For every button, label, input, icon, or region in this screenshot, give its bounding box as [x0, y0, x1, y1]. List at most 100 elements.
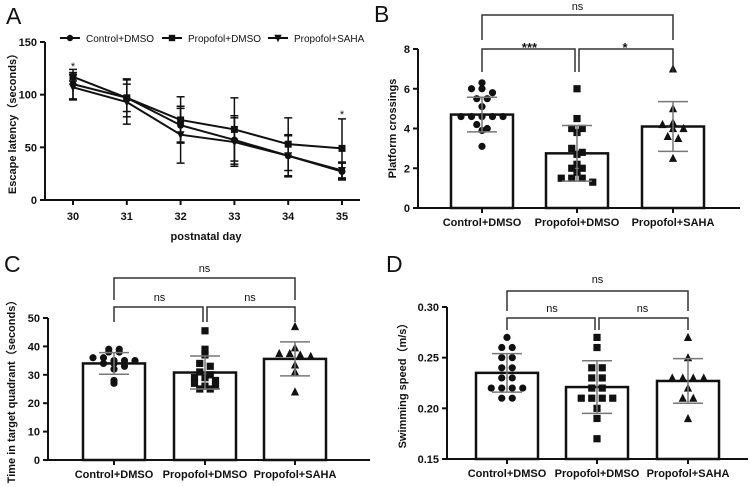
- data-point: [284, 152, 293, 161]
- data-point: [508, 343, 516, 352]
- panel-d: D 0.15 0.20 0.25 0.30 Swimming speed（m/s） Cont…: [386, 251, 748, 480]
- x-tick-label: Propofol+SAHA: [647, 468, 730, 480]
- data-point: [508, 354, 516, 362]
- data-point: [588, 384, 596, 392]
- bracket-line: [578, 48, 674, 72]
- data-point: [503, 333, 511, 341]
- data-point: [573, 85, 581, 93]
- x-tick-label: Propofol+DMSO: [555, 468, 640, 480]
- data-point: [499, 112, 507, 121]
- y-tick-label: 4: [404, 124, 411, 136]
- data-point: [668, 373, 677, 382]
- significance-label: ns: [199, 263, 211, 275]
- y-axis-label: Time in target quadrant（seconds）: [5, 295, 18, 484]
- data-point: [168, 34, 176, 42]
- data-point: [508, 394, 516, 402]
- data-point: [498, 374, 506, 382]
- series-line: [72, 86, 343, 172]
- y-axis-label: Escape latency（seconds）: [6, 48, 19, 194]
- data-point: [306, 351, 315, 360]
- y-tick-label: 0.30: [418, 302, 439, 314]
- data-point: [683, 332, 693, 341]
- significance-bracket: ***: [481, 40, 576, 72]
- y-tick-label: 40: [28, 341, 40, 353]
- data-point: [598, 364, 606, 372]
- y-axis-label: Swimming speed（m/s）: [396, 318, 409, 449]
- x-tick-label: 32: [174, 211, 186, 223]
- significance-bracket: ns: [506, 274, 689, 311]
- data-point: [274, 34, 282, 43]
- data-point: [131, 357, 139, 365]
- data-point: [338, 167, 346, 176]
- x-tick-label: 34: [282, 211, 295, 223]
- data-point: [206, 362, 214, 370]
- data-point: [593, 343, 601, 352]
- data-point: [457, 112, 465, 121]
- data-point: [578, 174, 586, 182]
- data-point: [488, 89, 497, 97]
- x-tick-label: 31: [121, 211, 133, 223]
- significance-bracket: ns: [598, 303, 689, 330]
- bracket-line: [113, 277, 296, 300]
- y-tick-label: 30: [28, 370, 40, 382]
- y-tick-label: 20: [28, 398, 40, 410]
- data-point: [568, 124, 576, 133]
- panel-b: B 0 2 4 6 8 Platform crossings Control+DMSO Prop…: [374, 1, 740, 229]
- data-point: [508, 374, 516, 382]
- bracket-line: [598, 317, 689, 330]
- data-point: [568, 174, 576, 182]
- significance-label: ***: [522, 40, 538, 55]
- legend-item: Control+DMSO: [60, 34, 154, 45]
- significance-bracket: *: [578, 40, 674, 72]
- bracket-line: [113, 306, 204, 322]
- x-axis-label: postnatal day: [171, 231, 243, 243]
- data-point: [478, 79, 486, 87]
- y-tick-label: 8: [404, 44, 410, 56]
- data-point: [99, 354, 108, 362]
- data-point: [122, 98, 131, 107]
- data-point: [598, 384, 606, 392]
- x-tick-label: Propofol+DMSO: [535, 217, 620, 229]
- significance-label: ns: [546, 303, 558, 315]
- data-point: [478, 142, 486, 150]
- data-point: [609, 394, 617, 402]
- significance-label: ns: [154, 292, 166, 304]
- data-point: [110, 379, 118, 387]
- data-point: [190, 374, 199, 382]
- data-point: [578, 148, 586, 156]
- y-tick-label: 10: [28, 427, 40, 439]
- y-tick-label: 0: [31, 195, 37, 207]
- data-point: [487, 384, 495, 392]
- x-tick-label: Propofol+DMSO: [163, 469, 248, 481]
- data-point: [120, 357, 129, 365]
- significance-label: ns: [592, 274, 604, 286]
- panel-letter: B: [374, 1, 389, 27]
- x-tick-label: Control+DMSO: [468, 468, 547, 480]
- data-point: [498, 343, 506, 352]
- data-point: [66, 34, 74, 42]
- data-point: [568, 164, 576, 172]
- data-point: [176, 131, 185, 140]
- data-point: [568, 144, 576, 152]
- data-point: [593, 435, 601, 443]
- data-point: [658, 119, 667, 129]
- panel-letter: C: [4, 251, 21, 277]
- x-tick-label: 35: [336, 211, 348, 223]
- data-point: [578, 124, 586, 133]
- data-point: [588, 394, 596, 402]
- data-point: [201, 327, 209, 335]
- y-tick-label: 150: [19, 37, 37, 49]
- panel-letter: A: [6, 3, 22, 29]
- data-point: [69, 83, 77, 92]
- legend-label: Propofol+SAHA: [294, 34, 365, 45]
- y-tick-label: 6: [404, 84, 410, 96]
- significance-bracket: ns: [506, 303, 596, 330]
- bar-group: [262, 321, 328, 462]
- series-line: [72, 75, 343, 150]
- significance-label: ns: [572, 1, 584, 13]
- data-point: [588, 374, 596, 382]
- data-point: [211, 382, 220, 390]
- panel-a: A 0 50 100 150 30 31 32 33 34 35 postnatal day Escap…: [6, 3, 365, 243]
- data-point: [674, 133, 683, 143]
- data-point: [679, 123, 688, 133]
